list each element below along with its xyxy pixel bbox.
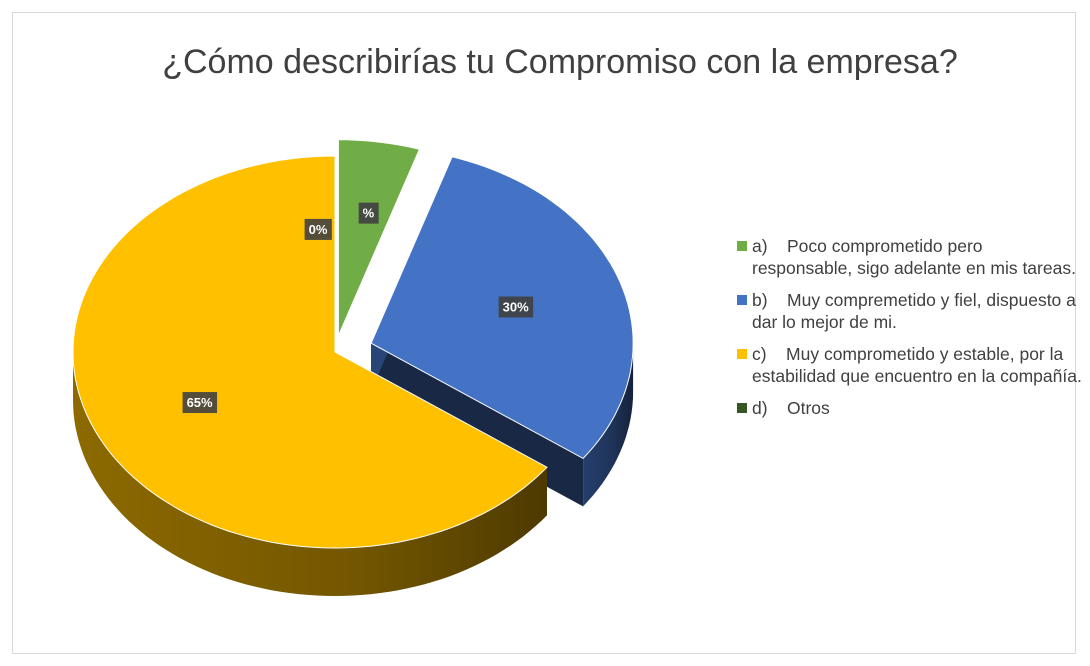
slice (337, 139, 421, 336)
legend-swatch (737, 403, 747, 413)
legend-label: d) Otros (752, 398, 830, 418)
chart-frame (12, 12, 1076, 654)
data-label-text: 30% (503, 300, 529, 315)
legend-label: a) Poco comprometido pero responsable, s… (752, 236, 1076, 278)
chart-title: ¿Cómo describirías tu Compromiso con la … (162, 43, 958, 81)
legend-item: c) Muy comprometido y estable, por la es… (737, 343, 1082, 387)
legend-swatch (737, 295, 747, 305)
data-label-bg (304, 218, 332, 240)
data-label-text: % (363, 206, 375, 221)
slice-side (73, 352, 547, 596)
data-label: 0% (304, 218, 332, 240)
data-label-bg (182, 392, 218, 414)
data-label: % (358, 202, 379, 224)
data-label: 65% (182, 392, 218, 414)
data-label-bg (358, 202, 379, 224)
legend-label: b) Muy compremetido y fiel, dispuesto a … (752, 290, 1081, 332)
legend-item: a) Poco comprometido pero responsable, s… (737, 235, 1082, 279)
data-label-text: 0% (309, 222, 328, 237)
data-labels: % 30% 65% 0% (182, 202, 534, 414)
legend-swatch (737, 349, 747, 359)
legend-item: d) Otros (737, 397, 1082, 419)
legend-item: b) Muy compremetido y fiel, dispuesto a … (737, 289, 1082, 333)
legend: a) Poco comprometido pero responsable, s… (737, 235, 1082, 429)
legend-swatch (737, 241, 747, 251)
data-label-text: 65% (187, 395, 213, 410)
data-label: 30% (498, 296, 534, 318)
legend-label: c) Muy comprometido y estable, por la es… (752, 344, 1082, 386)
data-label-bg (498, 296, 534, 318)
slice (72, 155, 548, 549)
slice-side (583, 343, 634, 507)
